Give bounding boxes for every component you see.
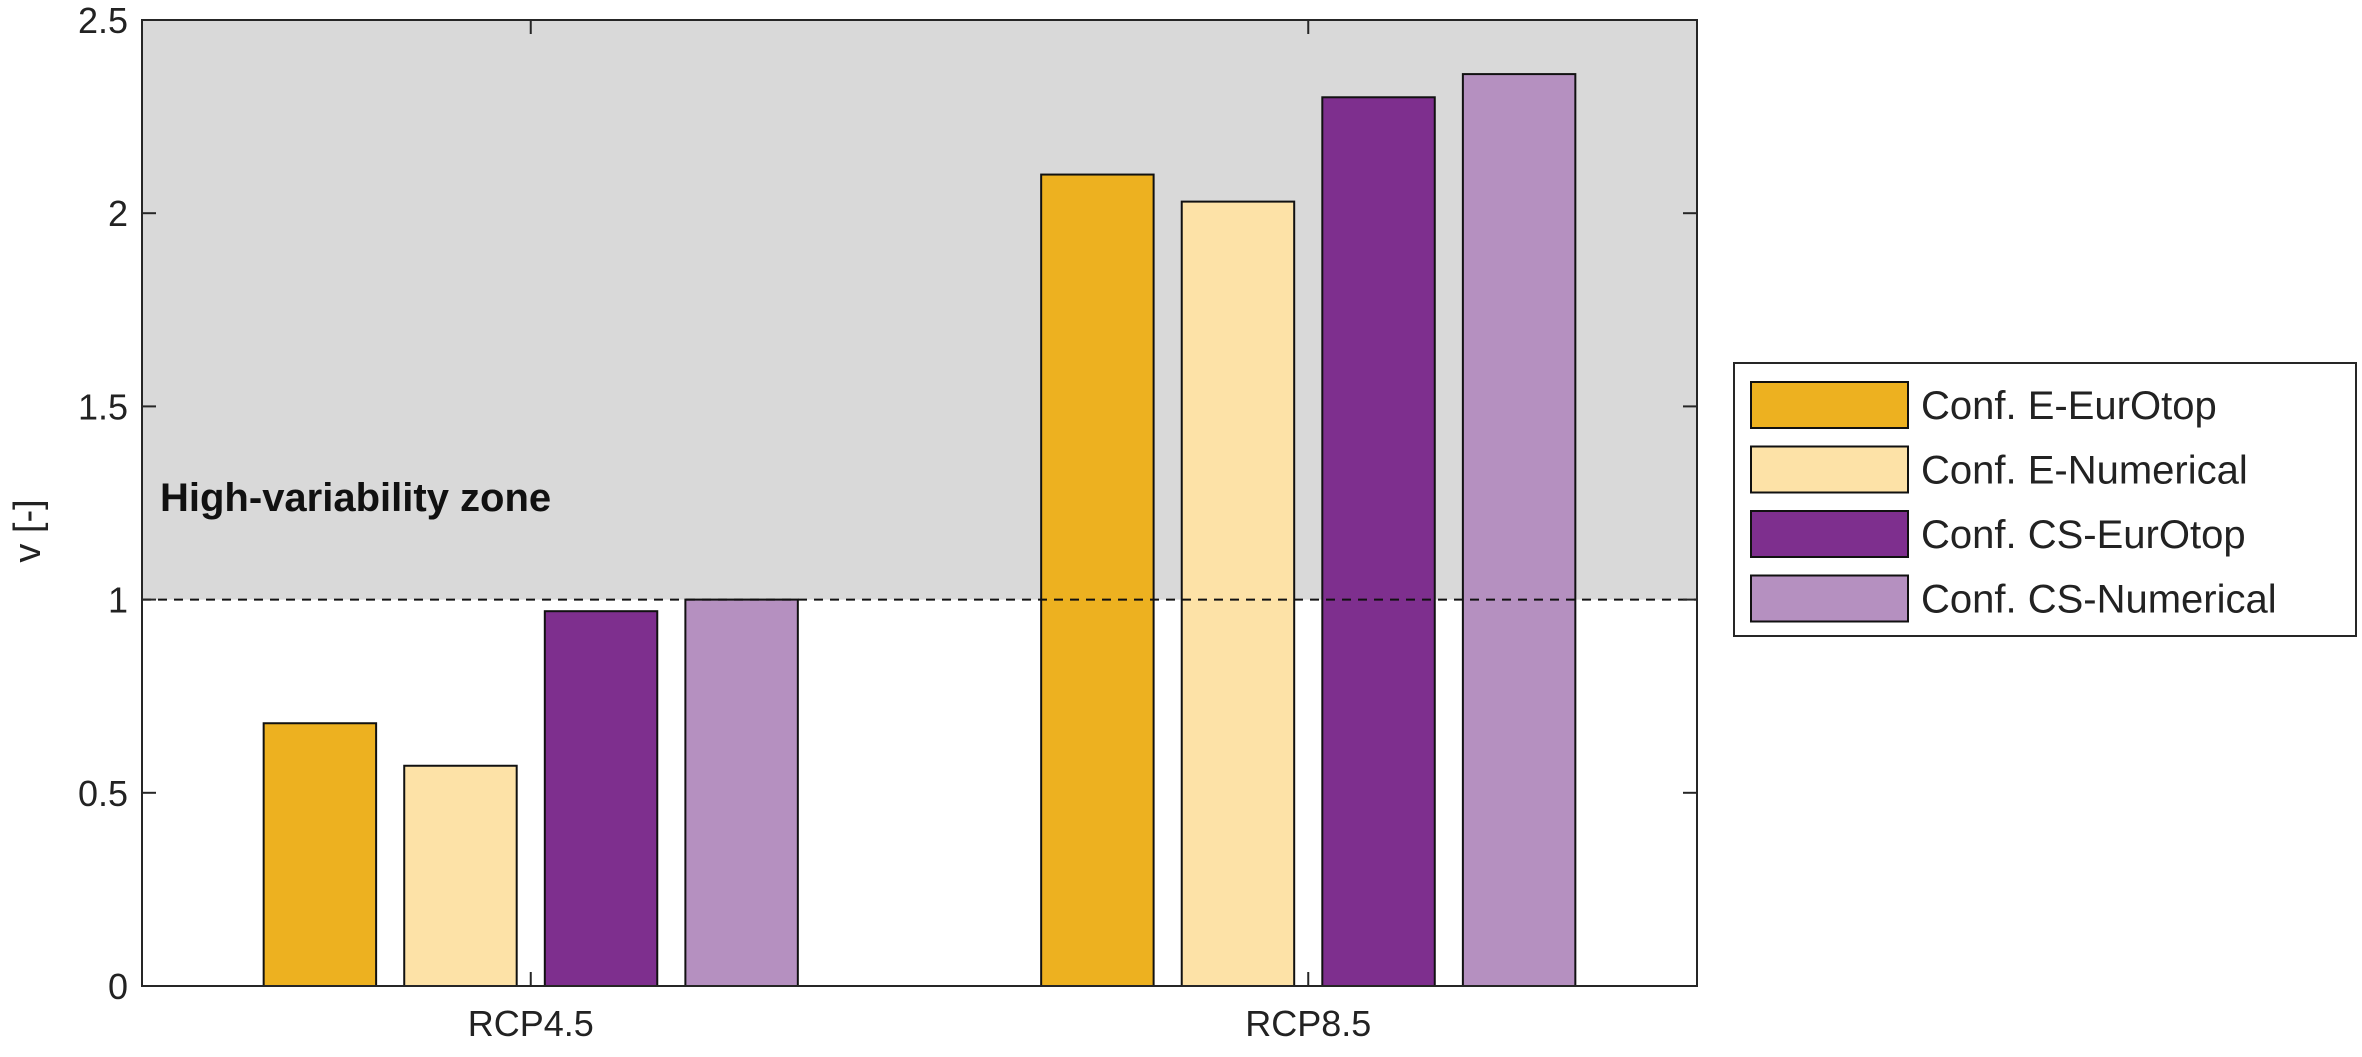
bar-rcp85-series-3	[1321, 96, 1436, 987]
legend: Conf. E-EurOtop Conf. E-Numerical Conf. CS…	[1733, 362, 2357, 637]
legend-swatch	[1750, 510, 1909, 558]
bar-rcp45-series-3	[543, 610, 659, 988]
y-tick-label: 0	[108, 966, 128, 1007]
y-axis-label: v [-]	[7, 499, 49, 562]
zone-label: High-variability zone	[160, 476, 551, 520]
y-tick-label: 0.5	[78, 773, 128, 814]
bar-rcp85-series-1	[1040, 173, 1155, 987]
legend-swatch	[1750, 381, 1909, 429]
legend-swatch	[1750, 574, 1909, 623]
bars-group	[262, 73, 1577, 988]
axes-group: 0 0.5 1 1.5 2 2.5 RCP4.5 RCP8.5	[78, 0, 1697, 1044]
y-tick-label: 2.5	[78, 0, 128, 41]
bar-rcp45-series-1	[262, 722, 378, 987]
bar-rcp85-series-4	[1461, 73, 1577, 987]
x-tick-label: RCP4.5	[468, 1003, 594, 1044]
x-tick-label: RCP8.5	[1245, 1003, 1371, 1044]
high-variability-zone	[142, 20, 1697, 600]
bar-rcp45-series-2	[403, 764, 518, 988]
bar-rcp45-series-4	[684, 598, 799, 987]
y-tick-label: 1	[108, 580, 128, 621]
legend-label: Conf. E-Numerical	[1921, 449, 2248, 493]
legend-swatch	[1750, 445, 1909, 494]
plot-frame	[141, 19, 1698, 987]
legend-label: Conf. CS-Numerical	[1921, 578, 2277, 622]
bar-rcp85-series-2	[1180, 200, 1296, 988]
y-tick-label: 1.5	[78, 386, 128, 427]
legend-label: Conf. E-EurOtop	[1921, 384, 2217, 428]
legend-label: Conf. CS-EurOtop	[1921, 513, 2246, 557]
y-tick-label: 2	[108, 193, 128, 234]
